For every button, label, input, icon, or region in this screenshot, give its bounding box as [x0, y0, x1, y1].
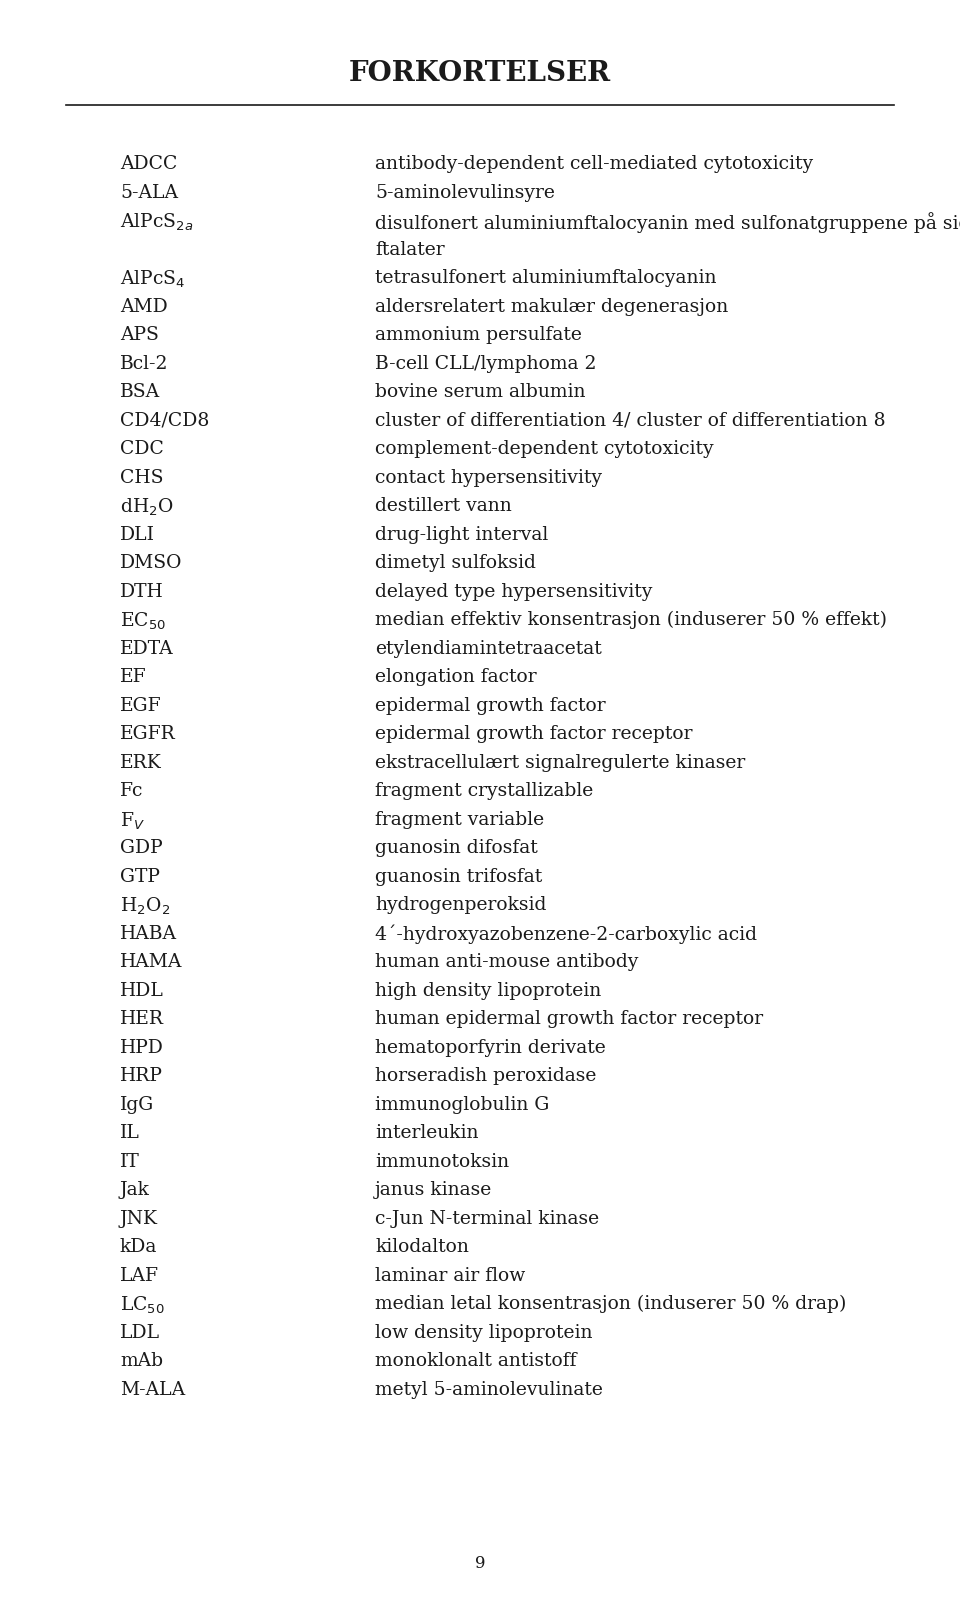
Text: BSA: BSA — [120, 383, 160, 401]
Text: contact hypersensitivity: contact hypersensitivity — [375, 469, 602, 487]
Text: ftalater: ftalater — [375, 241, 444, 259]
Text: interleukin: interleukin — [375, 1124, 478, 1142]
Text: EC$_{50}$: EC$_{50}$ — [120, 611, 166, 632]
Text: LC$_{50}$: LC$_{50}$ — [120, 1295, 165, 1316]
Text: B-cell CLL/lymphoma 2: B-cell CLL/lymphoma 2 — [375, 354, 596, 372]
Text: 5-aminolevulinsyre: 5-aminolevulinsyre — [375, 183, 555, 202]
Text: epidermal growth factor: epidermal growth factor — [375, 697, 606, 715]
Text: AMD: AMD — [120, 298, 168, 315]
Text: Fc: Fc — [120, 783, 143, 800]
Text: metyl 5-aminolevulinate: metyl 5-aminolevulinate — [375, 1381, 603, 1399]
Text: EDTA: EDTA — [120, 639, 174, 658]
Text: guanosin difosfat: guanosin difosfat — [375, 839, 538, 857]
Text: H$_{2}$O$_{2}$: H$_{2}$O$_{2}$ — [120, 896, 170, 917]
Text: antibody-dependent cell-mediated cytotoxicity: antibody-dependent cell-mediated cytotox… — [375, 155, 813, 173]
Text: JNK: JNK — [120, 1210, 158, 1227]
Text: 4´-hydroxyazobenzene-2-carboxylic acid: 4´-hydroxyazobenzene-2-carboxylic acid — [375, 925, 757, 944]
Text: Bcl-2: Bcl-2 — [120, 354, 169, 372]
Text: AlPcS$_{2a}$: AlPcS$_{2a}$ — [120, 212, 193, 233]
Text: DTH: DTH — [120, 582, 164, 600]
Text: dimetyl sulfoksid: dimetyl sulfoksid — [375, 555, 536, 572]
Text: 5-ALA: 5-ALA — [120, 183, 178, 202]
Text: high density lipoprotein: high density lipoprotein — [375, 982, 601, 999]
Text: IgG: IgG — [120, 1095, 155, 1114]
Text: human epidermal growth factor receptor: human epidermal growth factor receptor — [375, 1011, 763, 1028]
Text: DMSO: DMSO — [120, 555, 182, 572]
Text: human anti-mouse antibody: human anti-mouse antibody — [375, 952, 638, 970]
Text: bovine serum albumin: bovine serum albumin — [375, 383, 586, 401]
Text: CDC: CDC — [120, 440, 164, 458]
Text: CD4/CD8: CD4/CD8 — [120, 411, 209, 430]
Text: median effektiv konsentrasjon (induserer 50 % effekt): median effektiv konsentrasjon (induserer… — [375, 611, 887, 629]
Text: monoklonalt antistoff: monoklonalt antistoff — [375, 1352, 577, 1370]
Text: tetrasulfonert aluminiumftalocyanin: tetrasulfonert aluminiumftalocyanin — [375, 268, 716, 286]
Text: complement-dependent cytotoxicity: complement-dependent cytotoxicity — [375, 440, 713, 458]
Text: epidermal growth factor receptor: epidermal growth factor receptor — [375, 724, 692, 742]
Text: CHS: CHS — [120, 469, 163, 487]
Text: ekstracellulært signalregulerte kinaser: ekstracellulært signalregulerte kinaser — [375, 754, 745, 771]
Text: LAF: LAF — [120, 1266, 159, 1284]
Text: mAb: mAb — [120, 1352, 163, 1370]
Text: etylendiamintetraacetat: etylendiamintetraacetat — [375, 639, 602, 658]
Text: GTP: GTP — [120, 867, 160, 886]
Text: low density lipoprotein: low density lipoprotein — [375, 1323, 592, 1342]
Text: kilodalton: kilodalton — [375, 1239, 468, 1256]
Text: ADCC: ADCC — [120, 155, 178, 173]
Text: IL: IL — [120, 1124, 140, 1142]
Text: janus kinase: janus kinase — [375, 1180, 492, 1198]
Text: c-Jun N-terminal kinase: c-Jun N-terminal kinase — [375, 1210, 599, 1227]
Text: drug-light interval: drug-light interval — [375, 526, 548, 543]
Text: dH$_{2}$O: dH$_{2}$O — [120, 496, 174, 519]
Text: FORKORTELSER: FORKORTELSER — [348, 60, 612, 87]
Text: delayed type hypersensitivity: delayed type hypersensitivity — [375, 582, 653, 600]
Text: disulfonert aluminiumftalocyanin med sulfonatgruppene på sidestilte: disulfonert aluminiumftalocyanin med sul… — [375, 212, 960, 233]
Text: elongation factor: elongation factor — [375, 668, 537, 686]
Text: fragment crystallizable: fragment crystallizable — [375, 783, 593, 800]
Text: GDP: GDP — [120, 839, 162, 857]
Text: AlPcS$_{4}$: AlPcS$_{4}$ — [120, 268, 185, 291]
Text: 9: 9 — [475, 1556, 485, 1572]
Text: APS: APS — [120, 327, 158, 344]
Text: HPD: HPD — [120, 1038, 164, 1056]
Text: HAMA: HAMA — [120, 952, 182, 970]
Text: kDa: kDa — [120, 1239, 157, 1256]
Text: immunoglobulin G: immunoglobulin G — [375, 1095, 549, 1114]
Text: EF: EF — [120, 668, 147, 686]
Text: immunotoksin: immunotoksin — [375, 1153, 509, 1171]
Text: cluster of differentiation 4/ cluster of differentiation 8: cluster of differentiation 4/ cluster of… — [375, 411, 886, 430]
Text: IT: IT — [120, 1153, 140, 1171]
Text: hematoporfyrin derivate: hematoporfyrin derivate — [375, 1038, 606, 1056]
Text: HABA: HABA — [120, 925, 177, 943]
Text: HER: HER — [120, 1011, 164, 1028]
Text: ERK: ERK — [120, 754, 161, 771]
Text: DLI: DLI — [120, 526, 155, 543]
Text: aldersrelatert makulær degenerasjon: aldersrelatert makulær degenerasjon — [375, 298, 729, 315]
Text: destillert vann: destillert vann — [375, 496, 512, 514]
Text: horseradish peroxidase: horseradish peroxidase — [375, 1067, 596, 1085]
Text: EGF: EGF — [120, 697, 161, 715]
Text: fragment variable: fragment variable — [375, 810, 544, 828]
Text: ammonium persulfate: ammonium persulfate — [375, 327, 582, 344]
Text: F$_{V}$: F$_{V}$ — [120, 810, 145, 831]
Text: EGFR: EGFR — [120, 724, 176, 742]
Text: guanosin trifosfat: guanosin trifosfat — [375, 867, 542, 886]
Text: laminar air flow: laminar air flow — [375, 1266, 525, 1284]
Text: HRP: HRP — [120, 1067, 163, 1085]
Text: Jak: Jak — [120, 1180, 150, 1198]
Text: LDL: LDL — [120, 1323, 160, 1342]
Text: hydrogenperoksid: hydrogenperoksid — [375, 896, 546, 914]
Text: median letal konsentrasjon (induserer 50 % drap): median letal konsentrasjon (induserer 50… — [375, 1295, 847, 1313]
Text: M-ALA: M-ALA — [120, 1381, 185, 1399]
Text: HDL: HDL — [120, 982, 164, 999]
